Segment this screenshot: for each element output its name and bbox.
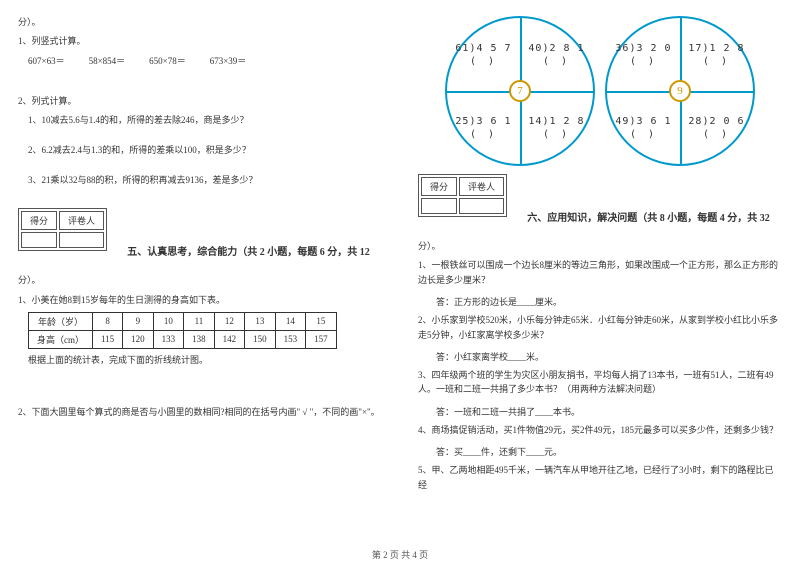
- calc-item: 673×39＝: [210, 54, 247, 67]
- a6-2: 答：小红家离学校____米。: [436, 350, 782, 363]
- q2-item: 3、21乘以32与88的积，所得的积再减去9136，差是多少？: [28, 173, 382, 186]
- fen-top: 分）。: [18, 15, 382, 29]
- page-footer: 第 2 页 共 4 页: [0, 548, 800, 561]
- td: 11: [184, 312, 215, 330]
- section5-title: 五、认真思考，综合能力（共 2 小题，每题 6 分，共 12: [127, 247, 370, 258]
- circles-diagram: 7 61)4 5 7( ) 40)2 8 1( ) 25)3 6 1( ) 14…: [418, 16, 782, 166]
- circle-right: 9 36)3 2 0( ) 17)1 2 8( ) 49)3 6 1( ) 28…: [605, 16, 755, 166]
- grader-label: 评卷人: [59, 211, 104, 230]
- q5-2: 2、下面大圆里每个算式的商是否与小圆里的数相同?相同的在括号内画" √ "，不同…: [18, 405, 382, 419]
- q6-1: 1、一根铁丝可以围成一个边长8厘米的等边三角形，如果改围成一个正方形，那么正方形…: [418, 258, 782, 287]
- q6-5: 5、甲、乙两地相距495千米，一辆汽车从甲地开往乙地，已经行了3小时，剩下的路程…: [418, 463, 782, 492]
- quad: 61)4 5 7( ): [447, 18, 520, 91]
- td: 15: [306, 312, 337, 330]
- a6-4: 答：买____件，还剩下____元。: [436, 445, 782, 458]
- grader-label: 评卷人: [459, 177, 504, 196]
- q2-item: 1、10减去5.6与1.4的和，所得的差去除246，商是多少？: [28, 113, 382, 126]
- td: 13: [245, 312, 276, 330]
- th: 身高（cm）: [29, 330, 93, 348]
- td: 150: [245, 330, 276, 348]
- q2-item: 2、6.2减去2.4与1.3的和，所得的差乘以100，积是多少？: [28, 143, 382, 156]
- td: 10: [153, 312, 184, 330]
- td: 8: [93, 312, 123, 330]
- td: 115: [93, 330, 123, 348]
- td: 9: [123, 312, 154, 330]
- score-box: 得分 评卷人: [418, 174, 507, 217]
- td: 14: [275, 312, 306, 330]
- section6-title: 六、应用知识，解决问题（共 8 小题，每题 4 分，共 32: [527, 213, 770, 224]
- quad: 49)3 6 1( ): [607, 91, 680, 164]
- score-box: 得分 评卷人: [18, 208, 107, 251]
- q1-title: 1、列竖式计算。: [18, 34, 382, 48]
- th: 年龄（岁）: [29, 312, 93, 330]
- quad: 14)1 2 8( ): [520, 91, 593, 164]
- fen2: 分）。: [18, 273, 382, 287]
- td: 157: [306, 330, 337, 348]
- calc-item: 650×78＝: [149, 54, 186, 67]
- td: 12: [214, 312, 245, 330]
- center-num: 9: [669, 80, 691, 102]
- center-num: 7: [509, 80, 531, 102]
- q5-1b: 根据上面的统计表，完成下面的折线统计图。: [28, 353, 382, 367]
- q6-3: 3、四年级两个班的学生为灾区小朋友捐书，平均每人捐了13本书，一班有51人，二班…: [418, 368, 782, 397]
- quad: 25)3 6 1( ): [447, 91, 520, 164]
- td: 133: [153, 330, 184, 348]
- calc-item: 58×854＝: [89, 54, 126, 67]
- quad: 28)2 0 6( ): [680, 91, 753, 164]
- q5-1: 1、小美在她8到15岁每年的生日测得的身高如下表。: [18, 293, 382, 307]
- td: 120: [123, 330, 154, 348]
- a6-3: 答：一班和二班一共捐了____本书。: [436, 405, 782, 418]
- height-table: 年龄（岁） 8 9 10 11 12 13 14 15 身高（cm） 115 1…: [28, 312, 337, 349]
- calc-item: 607×63＝: [28, 54, 65, 67]
- q6-4: 4、商场搞促销活动，买1件物值29元，买2件49元，185元最多可以买多少件，还…: [418, 423, 782, 437]
- q1-items: 607×63＝ 58×854＝ 650×78＝ 673×39＝: [28, 54, 382, 67]
- a6-1: 答：正方形的边长是____厘米。: [436, 295, 782, 308]
- td: 142: [214, 330, 245, 348]
- score-label: 得分: [421, 177, 457, 196]
- circle-left: 7 61)4 5 7( ) 40)2 8 1( ) 25)3 6 1( ) 14…: [445, 16, 595, 166]
- q6-2: 2、小乐家到学校520米，小乐每分钟走65米．小红每分钟走60米，从家到学校小红…: [418, 313, 782, 342]
- quad: 36)3 2 0( ): [607, 18, 680, 91]
- q2-title: 2、列式计算。: [18, 94, 382, 108]
- quad: 40)2 8 1( ): [520, 18, 593, 91]
- td: 138: [184, 330, 215, 348]
- quad: 17)1 2 8( ): [680, 18, 753, 91]
- score-label: 得分: [21, 211, 57, 230]
- td: 153: [275, 330, 306, 348]
- fen-right: 分）。: [418, 239, 782, 253]
